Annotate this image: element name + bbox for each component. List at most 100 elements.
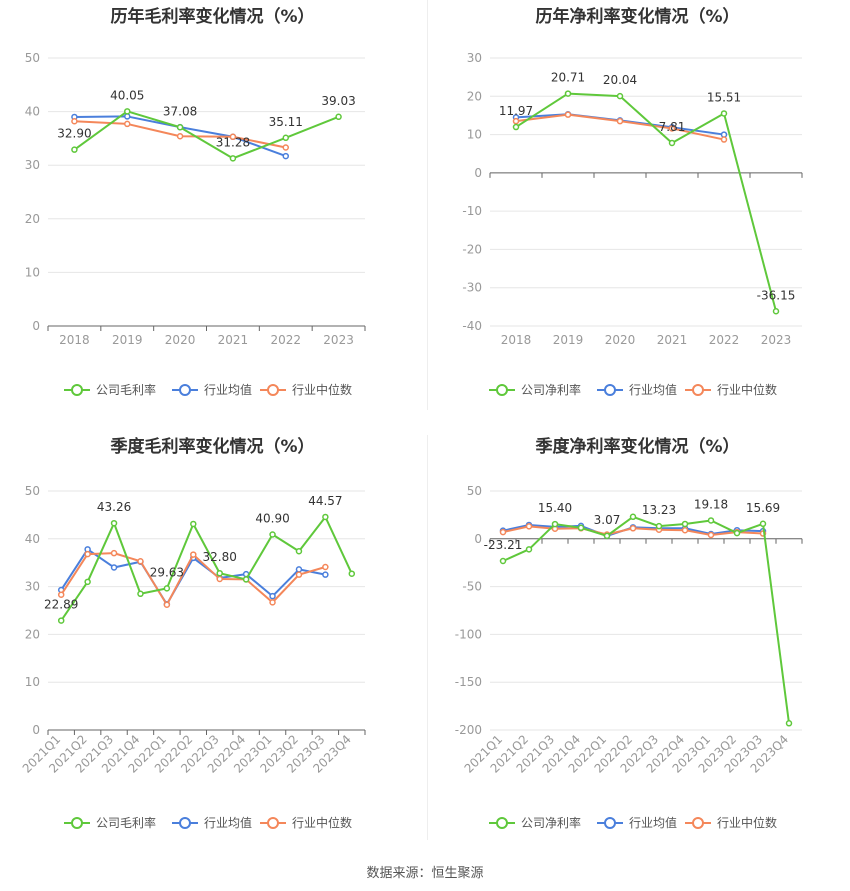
data-point [348,570,356,577]
data-label: 15.51 [707,90,741,104]
legend-label: 行业均值 [629,382,677,397]
data-label: 40.05 [110,88,144,102]
legend-item: 公司毛利率 [64,382,156,397]
legend-label: 公司毛利率 [96,382,156,397]
data-point [137,558,144,565]
legend-item: 行业均值 [172,382,252,397]
data-point [512,117,520,125]
data-point [707,531,715,539]
y-tick-label: 20 [467,89,482,103]
data-point [110,549,118,557]
legend-item: 行业均值 [597,815,677,830]
x-tick-label: 2018 [501,333,532,347]
y-tick-label: 10 [25,675,40,689]
legend-item: 行业均值 [597,382,677,397]
data-point [110,564,118,571]
chart-svg: -40 -30 -20 -10 0 10 20 30 2018 2019 2020 2021 2022 2… [462,51,803,397]
data-point [242,576,250,583]
data-point [720,110,728,117]
data-point [551,520,559,528]
legend-marker [604,817,616,829]
data-point [295,566,303,573]
data-label: 37.08 [163,104,197,118]
data-point [163,585,171,592]
data-point [282,144,289,151]
data-point [216,569,223,577]
legend-label: 公司毛利率 [96,815,156,830]
chart-title: 季度净利率变化情况（%） [535,437,740,457]
y-tick-label: 10 [467,128,482,142]
series-line [73,110,339,160]
legend-marker [71,384,83,396]
data-point [84,550,91,558]
data-point [335,113,342,121]
legend-marker [496,817,508,829]
legend-item: 行业中位数 [685,382,777,397]
chart-title: 历年毛利率变化情况（%） [110,7,315,27]
data-point [176,133,184,140]
x-tick-label: 2018 [59,333,90,347]
legend-item: 行业中位数 [685,815,777,830]
data-point [322,563,329,571]
y-tick-label: -100 [455,627,482,641]
data-point [322,513,329,521]
x-tick-label: 2022 [709,333,740,347]
x-tick-label: 2020 [605,333,636,347]
data-point [655,522,663,530]
data-point [269,531,276,538]
legend-marker [267,817,279,829]
legend-label: 公司净利率 [521,382,581,397]
data-point [110,519,118,527]
data-label: 31.28 [216,135,250,149]
data-point [216,575,223,583]
y-tick-label: -150 [455,675,482,689]
data-point [499,557,507,565]
y-tick-label: 50 [467,484,482,498]
y-tick-label: 30 [467,51,482,65]
x-tick-label: 2023 [761,333,792,347]
y-tick-label: 10 [25,265,40,279]
legend-item: 行业中位数 [260,815,352,830]
data-point [269,599,276,606]
data-point [564,111,572,118]
data-point [57,617,65,624]
legend-marker [692,817,704,829]
legend-label: 行业中位数 [292,382,352,397]
legend-label: 行业均值 [629,815,677,830]
y-tick-label: 0 [474,166,482,180]
legend-label: 行业中位数 [717,382,777,397]
chart-title: 历年净利率变化情况（%） [535,7,740,27]
legend-item: 公司毛利率 [64,815,156,830]
x-tick-label: 2022 [270,333,301,347]
y-tick-label: -30 [462,281,482,295]
data-point [759,520,767,528]
quarterly-net-margin-chart: 季度净利率变化情况（%） -200 -150 -100 -50 0 50 2021Q1 202… [425,430,850,860]
data-label: 20.04 [603,73,637,87]
data-point [190,551,197,558]
y-tick-label: 50 [25,51,40,65]
data-label: 13.23 [642,503,676,517]
chart-svg: 010203040502021Q12021Q22021Q32021Q42022Q… [20,484,366,830]
x-tick-label: 2020 [165,333,196,347]
data-point [525,523,533,530]
data-point [71,117,78,125]
data-label: 29.63 [150,565,184,579]
y-tick-label: -40 [462,319,482,333]
data-point [720,136,728,143]
legend-label: 行业均值 [204,815,252,830]
annual-gross-margin-chart: 历年毛利率变化情况（%） 0 10 20 30 40 50 2018 2019 2020 2021… [0,0,425,430]
annual-net-margin-chart: 历年净利率变化情况（%） -40 -30 -20 -10 0 10 20 30 2018 2019… [425,0,850,430]
y-tick-label: 30 [25,158,40,172]
legend-marker [496,384,508,396]
panel-divider [427,435,428,840]
x-tick-label: 2021 [657,333,688,347]
data-point [295,547,303,555]
chart-svg: -200-150-100-500502021Q12021Q22021Q32021… [455,484,803,830]
data-point [616,117,624,125]
legend-marker [179,384,191,396]
legend-item: 公司净利率 [489,815,581,830]
data-label: 15.69 [746,501,780,515]
data-point [282,152,289,160]
y-tick-label: -10 [462,204,482,218]
y-tick-label: 40 [25,532,40,546]
